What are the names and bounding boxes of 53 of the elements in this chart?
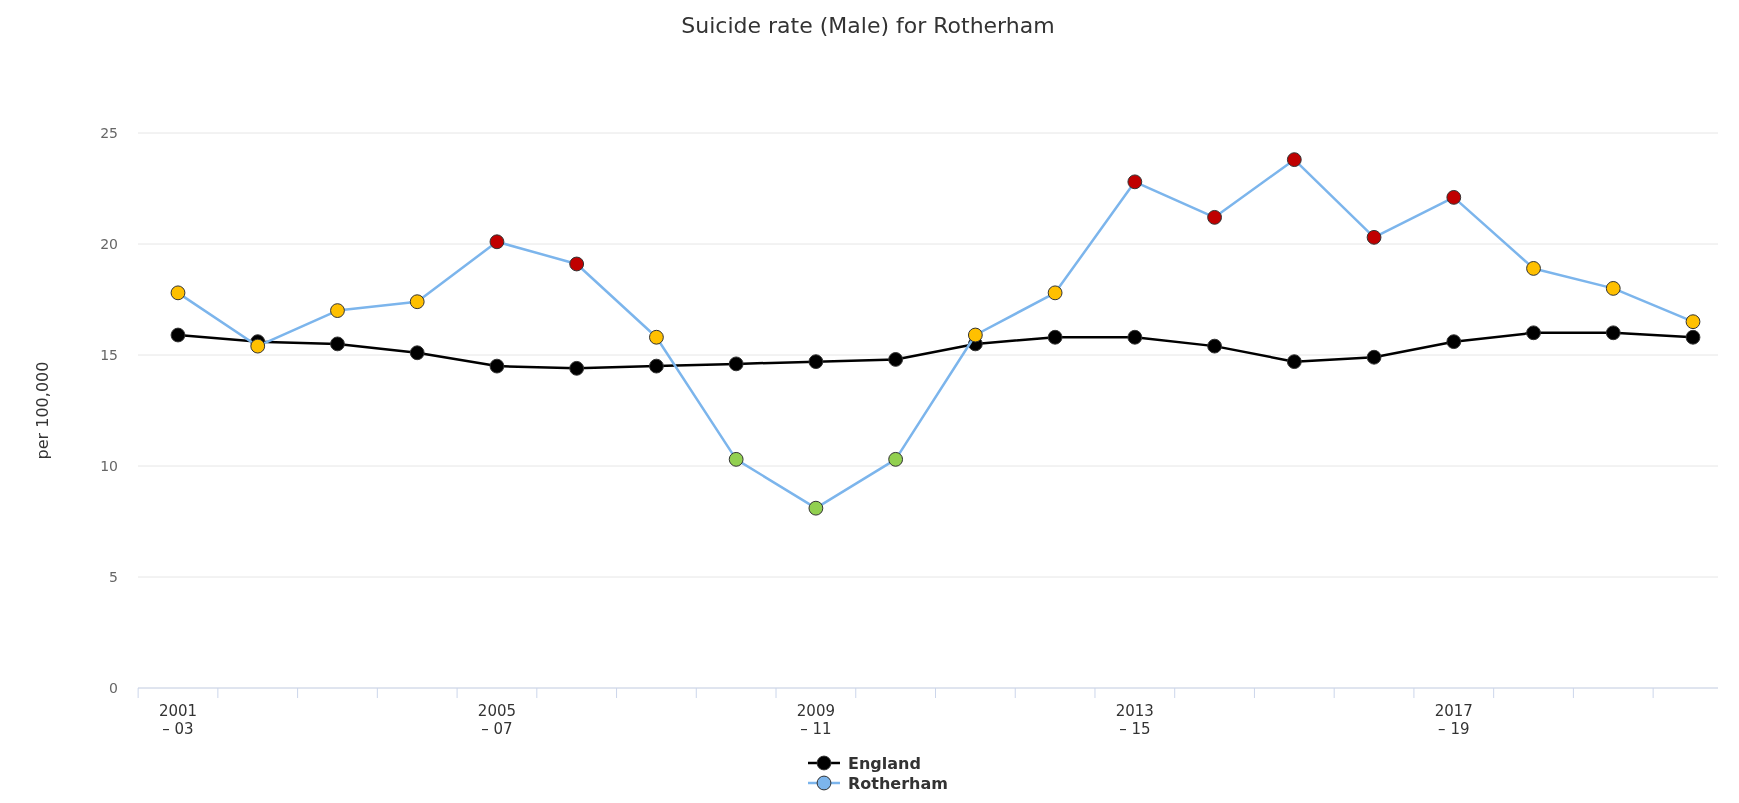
point: [1286, 354, 1302, 370]
x-tick-label: 2017 – 19: [1434, 702, 1473, 738]
y-tick-label: 0: [109, 679, 118, 696]
point: [888, 451, 904, 467]
point: [569, 256, 585, 272]
point: [330, 303, 345, 318]
point: [1446, 189, 1462, 205]
point: [1526, 261, 1541, 276]
point: [1605, 325, 1621, 341]
point: [808, 354, 824, 370]
point: [1366, 229, 1382, 245]
point: [888, 352, 904, 367]
point: [967, 327, 983, 343]
legend-label: Rotherham: [848, 773, 948, 793]
y-axis-title: per 100,000: [33, 361, 52, 460]
x-tick-label: 2005 – 07: [477, 702, 517, 738]
point: [728, 451, 744, 467]
point: [1207, 338, 1222, 354]
point: [649, 329, 664, 345]
y-tick-label: 25: [100, 124, 118, 141]
point: [1685, 329, 1701, 345]
point: [170, 285, 186, 301]
x-tick-label: 2001 – 03: [158, 702, 198, 738]
y-tick-label: 10: [100, 457, 118, 474]
point: [1127, 174, 1143, 190]
point: [808, 500, 824, 516]
point: [489, 234, 505, 250]
y-tick-label: 15: [100, 346, 118, 363]
legend-label: England: [848, 753, 921, 773]
point: [1286, 152, 1302, 168]
point: [1047, 285, 1063, 301]
point: [409, 294, 425, 310]
point: [1047, 329, 1063, 345]
point: [728, 356, 744, 372]
x-tick-label: 2009 – 11: [796, 702, 835, 738]
y-tick-label: 5: [109, 568, 118, 585]
point: [1526, 325, 1541, 341]
point: [569, 360, 585, 376]
point: [1685, 314, 1701, 330]
point: [250, 338, 266, 354]
point: [1127, 329, 1143, 345]
point: [649, 358, 664, 374]
point: [1605, 281, 1621, 296]
point: [1366, 349, 1382, 365]
point: [170, 327, 186, 343]
x-tick-label: 2013 – 15: [1115, 702, 1154, 738]
y-tick-label: 20: [100, 235, 118, 252]
point: [330, 336, 345, 352]
point: [489, 358, 505, 374]
point: [1446, 334, 1462, 350]
point: [409, 345, 425, 361]
point: [1207, 209, 1222, 225]
chart-title: Suicide rate (Male) for Rotherham: [681, 13, 1055, 38]
